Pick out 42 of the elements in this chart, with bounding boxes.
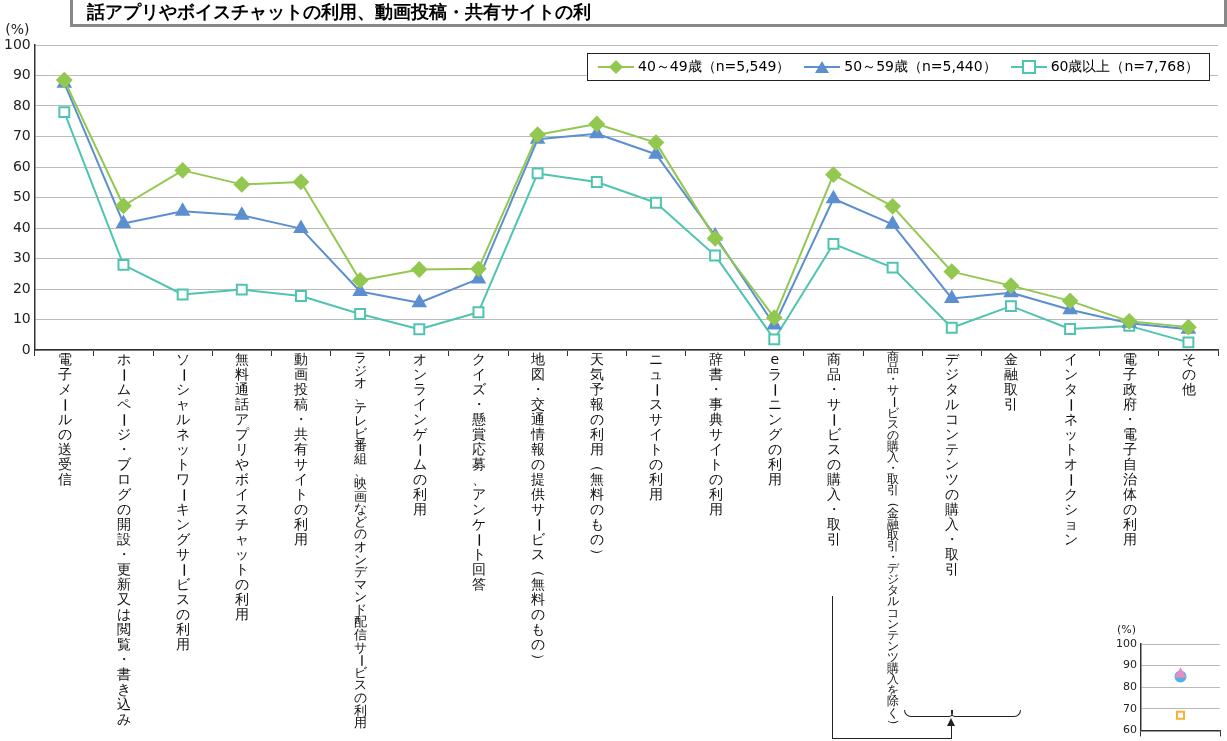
x-tick-label: その他 — [1181, 351, 1197, 397]
category-label: 商品・サービスの購入・取引 — [826, 351, 843, 547]
y-tick-label: 80 — [1123, 680, 1137, 694]
y-tick-label: 70 — [1123, 701, 1137, 715]
y-tick-label: 90 — [1123, 658, 1137, 672]
y-axis-title: (%) — [1116, 623, 1137, 637]
category-label: 地図・交通情報の提供サービス（無料のもの） — [530, 351, 547, 667]
y-tick-label: 20 — [12, 279, 31, 296]
category-label: ソーシャルネットワーキングサービスの利用 — [175, 351, 192, 652]
y-tick-label: 60 — [1123, 723, 1137, 737]
y-tick-label: 40 — [12, 218, 31, 235]
y-tick-label: 100 — [1116, 636, 1137, 650]
chart-title: 話アプリやボイスチャットの利用、動画投稿・共有サイトの利 — [70, 0, 1227, 27]
category-label: 動画投稿・共有サイトの利用 — [294, 351, 309, 547]
category-label: ニュースサイトの利用 — [648, 351, 665, 502]
y-tick-label: 10 — [12, 310, 31, 327]
y-tick-label: 50 — [12, 188, 31, 205]
category-label: 無料通話アプリやボイスチャットの利用 — [235, 351, 250, 622]
y-tick-label: 70 — [12, 127, 31, 144]
y-tick-label: 90 — [12, 66, 31, 83]
category-label: ラジオ、テレビ番組、映画などのオンデマンド配信サービスの利用 — [353, 350, 369, 731]
category-label: クイズ・懸賞応募、アンケート回答 — [471, 351, 488, 592]
legend-label: 40～49歳（n=5,549） — [638, 58, 791, 76]
x-tick-label: 金融取引 — [1003, 351, 1019, 412]
y-tick-label: 60 — [12, 157, 31, 174]
legend-label: 60歳以上（n=7,768） — [1050, 58, 1200, 76]
category-label: ホームページ・ブログの開設・更新又は閲覧・書き込み — [116, 351, 133, 727]
category-label: デジタルコンテンツの購入・取引 — [945, 351, 960, 577]
legend-label: 50～59歳（n=5,440） — [844, 58, 997, 76]
y-tick-label: 80 — [12, 96, 31, 113]
y-tick-label: 30 — [12, 249, 31, 266]
y-axis-title: (%) — [5, 20, 30, 37]
category-label: 電子政府・電子自治体の利用 — [1122, 351, 1137, 547]
category-label: インターネットオークション — [1063, 351, 1080, 547]
y-tick-label: 100 — [3, 35, 31, 52]
category-label: オンラインゲームの利用 — [412, 351, 429, 517]
category-label: 商品・サービスの購入・取引（金融取引・デジタルコンテンツ購入を除く） — [886, 350, 901, 731]
category-label: 辞書・事典サイトの利用 — [708, 351, 723, 517]
y-tick-label: 0 — [21, 340, 31, 357]
category-label: 電子メールの送受信 — [57, 351, 74, 487]
category-label: 天気予報の利用（無料のもの） — [589, 351, 606, 562]
category-label: eラーニングの利用 — [767, 351, 784, 487]
